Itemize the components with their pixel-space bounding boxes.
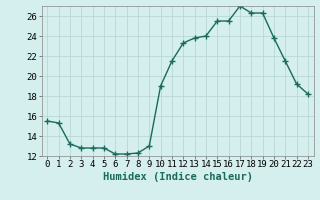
X-axis label: Humidex (Indice chaleur): Humidex (Indice chaleur): [103, 172, 252, 182]
